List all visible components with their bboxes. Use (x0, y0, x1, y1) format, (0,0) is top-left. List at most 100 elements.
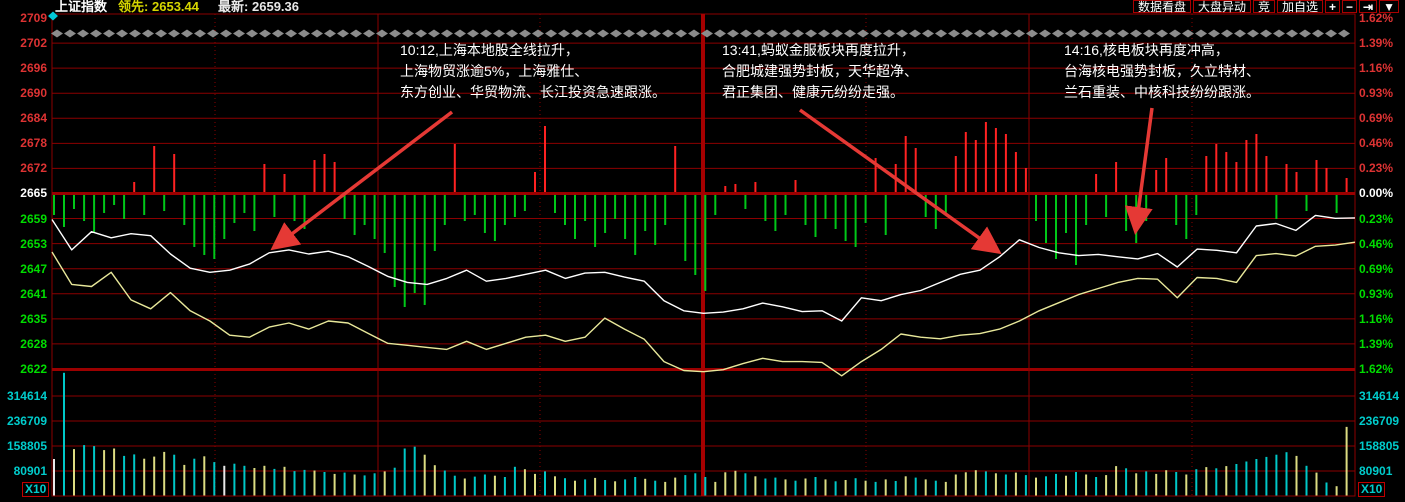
event-diamond-icon[interactable] (1247, 29, 1259, 38)
event-diamond-icon[interactable] (1195, 29, 1207, 38)
event-diamond-icon[interactable] (1026, 29, 1038, 38)
event-diamond-icon[interactable] (896, 29, 908, 38)
event-diamond-icon[interactable] (714, 29, 726, 38)
event-diamond-icon[interactable] (64, 29, 76, 38)
event-diamond-icon[interactable] (337, 29, 349, 38)
event-diamond-icon[interactable] (363, 29, 375, 38)
event-diamond-icon[interactable] (298, 29, 310, 38)
event-diamond-icon[interactable] (1325, 29, 1337, 38)
event-diamond-icon[interactable] (1104, 29, 1116, 38)
event-diamond-icon[interactable] (1182, 29, 1194, 38)
event-diamond-icon[interactable] (909, 29, 921, 38)
event-diamond-icon[interactable] (155, 29, 167, 38)
event-diamond-icon[interactable] (558, 29, 570, 38)
event-diamond-icon[interactable] (883, 29, 895, 38)
event-diamond-icon[interactable] (662, 29, 674, 38)
event-diamond-icon[interactable] (766, 29, 778, 38)
event-diamond-icon[interactable] (1169, 29, 1181, 38)
event-diamond-icon[interactable] (220, 29, 232, 38)
event-diamond-icon[interactable] (1143, 29, 1155, 38)
event-diamond-icon[interactable] (636, 29, 648, 38)
event-diamond-icon[interactable] (1312, 29, 1324, 38)
event-diamond-icon[interactable] (1208, 29, 1220, 38)
event-diamond-icon[interactable] (51, 29, 63, 38)
event-diamond-icon[interactable] (480, 29, 492, 38)
event-diamond-icon[interactable] (610, 29, 622, 38)
data-watch-button[interactable]: 数据看盘 (1132, 0, 1191, 13)
event-diamond-icon[interactable] (246, 29, 258, 38)
zoom-out-icon[interactable]: − (1342, 0, 1358, 13)
event-diamond-icon[interactable] (285, 29, 297, 38)
event-diamond-icon[interactable] (467, 29, 479, 38)
event-diamond-icon[interactable] (753, 29, 765, 38)
dropdown-caret-icon[interactable]: ▼ (1379, 0, 1399, 13)
event-diamond-icon[interactable] (1273, 29, 1285, 38)
event-diamond-icon[interactable] (948, 29, 960, 38)
event-diamond-icon[interactable] (324, 29, 336, 38)
event-diamond-icon[interactable] (688, 29, 700, 38)
event-diamond-icon[interactable] (1000, 29, 1012, 38)
event-diamond-icon[interactable] (740, 29, 752, 38)
event-diamond-icon[interactable] (116, 29, 128, 38)
event-diamond-icon[interactable] (844, 29, 856, 38)
event-diamond-icon[interactable] (805, 29, 817, 38)
event-diamond-icon[interactable] (1260, 29, 1272, 38)
event-diamond-icon[interactable] (1039, 29, 1051, 38)
add-favorite-button[interactable]: 加自选 (1277, 0, 1324, 13)
event-diamond-icon[interactable] (181, 29, 193, 38)
event-diamond-icon[interactable] (675, 29, 687, 38)
event-diamond-icon[interactable] (1130, 29, 1142, 38)
market-moves-button[interactable]: 大盘异动 (1192, 0, 1251, 13)
event-diamond-icon[interactable] (350, 29, 362, 38)
event-diamond-icon[interactable] (974, 29, 986, 38)
event-diamond-icon[interactable] (701, 29, 713, 38)
event-diamond-icon[interactable] (987, 29, 999, 38)
event-diamond-icon[interactable] (428, 29, 440, 38)
event-diamond-icon[interactable] (1234, 29, 1246, 38)
jump-end-icon[interactable]: ⇥ (1359, 0, 1378, 13)
event-diamond-icon[interactable] (506, 29, 518, 38)
event-diamond-icon[interactable] (142, 29, 154, 38)
event-diamond-icon[interactable] (935, 29, 947, 38)
event-diamond-icon[interactable] (1286, 29, 1298, 38)
event-diamond-icon[interactable] (207, 29, 219, 38)
event-diamond-icon[interactable] (1013, 29, 1025, 38)
event-diamond-icon[interactable] (1117, 29, 1129, 38)
event-diamond-icon[interactable] (454, 29, 466, 38)
event-diamond-icon[interactable] (103, 29, 115, 38)
event-diamond-icon[interactable] (623, 29, 635, 38)
event-diamond-icon[interactable] (272, 29, 284, 38)
event-diamond-icon[interactable] (1299, 29, 1311, 38)
event-diamond-icon[interactable] (1156, 29, 1168, 38)
event-diamond-icon[interactable] (441, 29, 453, 38)
event-diamond-icon[interactable] (571, 29, 583, 38)
event-diamond-icon[interactable] (129, 29, 141, 38)
zoom-in-icon[interactable]: + (1325, 0, 1341, 13)
event-diamond-icon[interactable] (818, 29, 830, 38)
event-diamond-icon[interactable] (519, 29, 531, 38)
event-diamond-icon[interactable] (532, 29, 544, 38)
event-diamond-icon[interactable] (402, 29, 414, 38)
event-diamond-icon[interactable] (597, 29, 609, 38)
event-diamond-icon[interactable] (961, 29, 973, 38)
event-diamond-icon[interactable] (168, 29, 180, 38)
event-diamond-icon[interactable] (1091, 29, 1103, 38)
event-diamond-icon[interactable] (90, 29, 102, 38)
event-diamond-icon[interactable] (922, 29, 934, 38)
event-diamond-icon[interactable] (415, 29, 427, 38)
event-diamond-icon[interactable] (545, 29, 557, 38)
event-diamond-icon[interactable] (389, 29, 401, 38)
event-diamond-icon[interactable] (311, 29, 323, 38)
event-diamond-icon[interactable] (727, 29, 739, 38)
event-diamond-icon[interactable] (831, 29, 843, 38)
event-diamond-icon[interactable] (649, 29, 661, 38)
event-diamond-icon[interactable] (870, 29, 882, 38)
event-diamond-icon[interactable] (233, 29, 245, 38)
event-diamond-icon[interactable] (792, 29, 804, 38)
event-diamond-icon[interactable] (1078, 29, 1090, 38)
event-diamond-icon[interactable] (584, 29, 596, 38)
event-diamond-icon[interactable] (857, 29, 869, 38)
event-diamond-icon[interactable] (376, 29, 388, 38)
event-diamond-icon[interactable] (259, 29, 271, 38)
